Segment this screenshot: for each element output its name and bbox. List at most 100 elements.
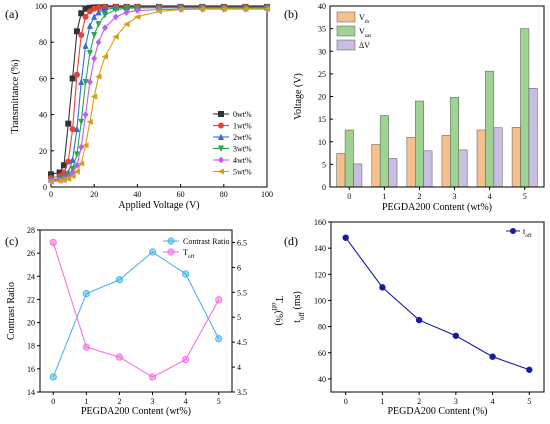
legend-label-b: Vsat bbox=[359, 27, 371, 39]
x-tick-label-a: 0 bbox=[49, 190, 53, 199]
data-point-d bbox=[415, 316, 423, 324]
data-point-a bbox=[73, 168, 80, 175]
data-point-c bbox=[148, 248, 157, 256]
data-point-a bbox=[73, 71, 80, 78]
y-tick-label-a: 80 bbox=[39, 38, 47, 47]
legend-marker-a bbox=[218, 133, 224, 140]
legend-label-c: Contrast Ratio bbox=[183, 237, 229, 246]
legend-label-b: Vth bbox=[359, 13, 369, 25]
data-point-c bbox=[215, 335, 223, 343]
y-right-tick-label-c: 3.5 bbox=[237, 388, 247, 397]
data-point-a bbox=[102, 12, 108, 19]
bar-1-4 bbox=[485, 70, 495, 188]
series-line-c-0 bbox=[52, 251, 220, 378]
data-point-a bbox=[78, 143, 85, 151]
data-point-a bbox=[91, 13, 98, 20]
legend-label-d: toff bbox=[523, 227, 532, 239]
bar-0-3 bbox=[441, 135, 451, 188]
data-point-a bbox=[56, 178, 63, 185]
data-point-a bbox=[82, 13, 89, 20]
x-tick-label-a: 80 bbox=[220, 190, 228, 199]
y-right-tick-label-c: 6.5 bbox=[237, 238, 247, 247]
data-point-a bbox=[123, 21, 130, 28]
y-axis-label-d-unit: (ms) bbox=[292, 291, 303, 312]
y-axis-label-c: Contrast Ratio bbox=[6, 282, 17, 340]
y-tick-label-c: 14 bbox=[27, 388, 35, 397]
panel-label-c: (c) bbox=[5, 234, 18, 248]
data-point-a bbox=[91, 31, 98, 39]
x-tick-label-c: 1 bbox=[84, 397, 88, 406]
y-tick-label-a: 20 bbox=[39, 147, 47, 156]
legend-label-b: ΔV bbox=[359, 41, 370, 50]
data-point-a bbox=[69, 156, 76, 163]
bar-1-3 bbox=[450, 97, 460, 188]
data-point-a bbox=[112, 6, 119, 14]
legend-label-a: 2wt% bbox=[233, 133, 252, 142]
y-tick-label-d: 40 bbox=[318, 375, 326, 384]
y-right-tick-label-c: 5.5 bbox=[237, 288, 247, 297]
bar-2-2 bbox=[423, 150, 433, 188]
x-axis-label-c: PEGDA200 Content (wt%) bbox=[81, 406, 191, 417]
data-point-a bbox=[133, 13, 141, 20]
y-tick-label-b: 15 bbox=[318, 115, 326, 124]
legend-marker-c bbox=[167, 248, 175, 256]
y-tick-label-a: 100 bbox=[35, 2, 47, 11]
y-tick-label-a: 60 bbox=[39, 74, 47, 83]
bar-1-2 bbox=[414, 100, 424, 188]
x-tick-label-a: 60 bbox=[177, 190, 185, 199]
data-point-a bbox=[82, 42, 89, 49]
y-tick-label-b: 5 bbox=[322, 160, 326, 169]
y-right-tick-label-c: 6 bbox=[237, 263, 241, 272]
data-point-d bbox=[452, 332, 460, 339]
data-point-a bbox=[112, 13, 119, 21]
data-point-a bbox=[95, 38, 102, 46]
bar-1-1 bbox=[379, 115, 389, 188]
data-point-a bbox=[123, 8, 130, 16]
legend-swatch-b bbox=[336, 25, 356, 37]
y-right-axis-label-c-main: T bbox=[273, 296, 284, 302]
y-tick-label-c: 28 bbox=[27, 226, 35, 235]
y-right-tick-label-c: 5 bbox=[237, 313, 241, 322]
bar-0-4 bbox=[476, 129, 486, 188]
y-tick-label-c: 22 bbox=[27, 295, 35, 304]
y-tick-label-d: 80 bbox=[318, 323, 326, 332]
y-tick-label-d: 140 bbox=[314, 244, 326, 253]
data-point-a bbox=[86, 8, 93, 15]
data-point-a bbox=[241, 6, 249, 13]
legend-label-b-main: V bbox=[359, 13, 365, 22]
bar-0-2 bbox=[406, 136, 416, 188]
x-tick-label-c: 2 bbox=[117, 397, 121, 406]
y-axis-label-a: Transmittance (%) bbox=[10, 59, 21, 133]
legend-label-b-sub: sat bbox=[365, 33, 372, 39]
data-point-a bbox=[102, 6, 108, 13]
bar-0-1 bbox=[371, 144, 381, 188]
y-right-axis-label-c-unit: (%) bbox=[273, 311, 284, 326]
y-axis-label-d: toff (ms) bbox=[292, 291, 306, 323]
data-point-a bbox=[47, 178, 54, 185]
data-point-a bbox=[69, 126, 76, 133]
data-point-a bbox=[95, 8, 102, 16]
data-point-c bbox=[82, 290, 90, 298]
legend-swatch-b bbox=[336, 39, 356, 51]
x-tick-label-a: 100 bbox=[261, 190, 273, 199]
data-point-a bbox=[86, 50, 93, 57]
legend-marker-a bbox=[217, 168, 224, 175]
x-tick-label-b: 3 bbox=[453, 192, 457, 201]
data-point-a bbox=[90, 93, 98, 100]
data-point-d bbox=[379, 284, 386, 291]
data-point-a bbox=[73, 125, 80, 133]
data-point-a bbox=[82, 5, 89, 12]
y-tick-label-b: 20 bbox=[318, 93, 326, 102]
data-point-c bbox=[182, 355, 190, 364]
bar-1-5 bbox=[520, 28, 530, 188]
data-point-a bbox=[86, 22, 93, 29]
data-point-c bbox=[82, 343, 90, 351]
y-tick-label-b: 35 bbox=[318, 25, 326, 34]
y-tick-label-c: 16 bbox=[27, 365, 35, 374]
bar-2-0 bbox=[353, 163, 363, 188]
data-point-a bbox=[77, 160, 85, 167]
x-axis-label-a: Applied Voltage (V) bbox=[118, 200, 199, 211]
data-point-c bbox=[49, 238, 57, 247]
